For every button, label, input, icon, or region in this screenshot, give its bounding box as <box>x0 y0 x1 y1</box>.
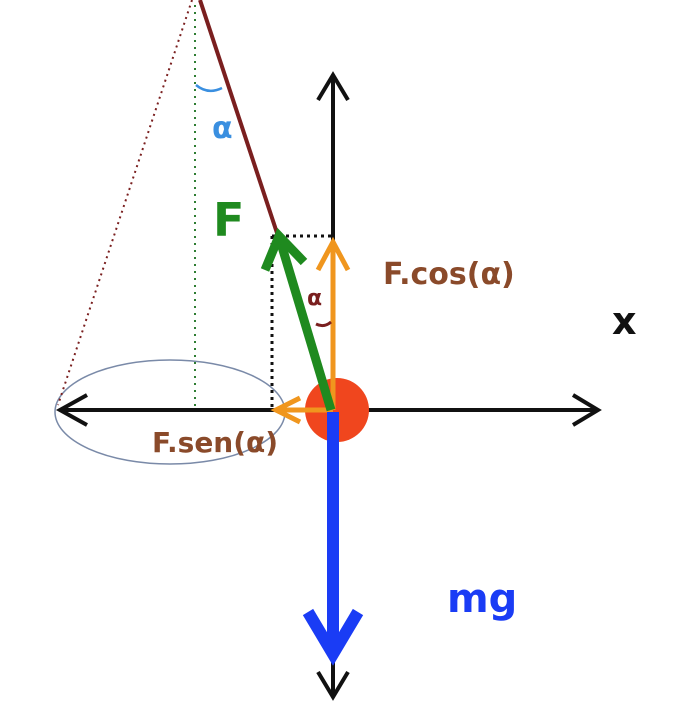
angle-top-label: α <box>212 111 233 146</box>
force-label: F <box>213 193 244 247</box>
vertical-component-label: F.cos(α) <box>383 257 515 292</box>
vertical-component-arrow <box>315 236 351 410</box>
y-axis-down-arrowhead <box>316 670 350 701</box>
weight-label: mg <box>447 576 517 622</box>
x-axis-right-arrowhead <box>571 393 602 427</box>
pendulum-string <box>198 0 280 237</box>
x-axis-left-arrowhead <box>55 393 88 427</box>
weight-arrow <box>302 412 364 666</box>
angle-arc-top <box>195 84 223 93</box>
horizontal-component-label: F.sen(α) <box>152 426 278 459</box>
force-arrow <box>260 227 336 412</box>
projection-dotted-lines <box>270 234 333 410</box>
horizontal-component-arrow <box>270 395 333 425</box>
x-axis-label: x <box>612 299 637 343</box>
angle-arc-bottom <box>315 320 332 328</box>
pendulum-mass <box>305 378 369 442</box>
y-axis-up-arrowhead <box>316 71 350 102</box>
cone-left-edge <box>57 0 193 406</box>
angle-bottom-label: α <box>307 286 322 311</box>
